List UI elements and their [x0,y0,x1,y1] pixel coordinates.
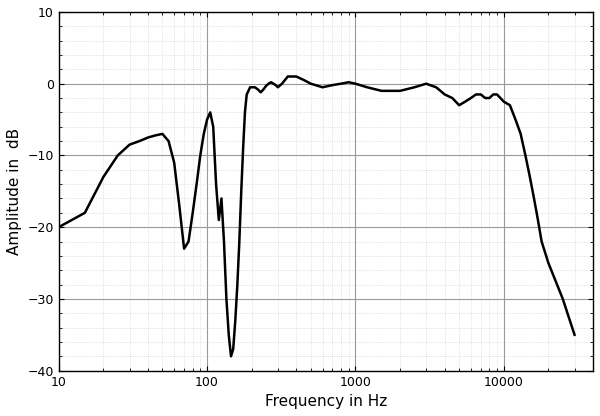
Y-axis label: Amplitude in  dB: Amplitude in dB [7,128,22,255]
X-axis label: Frequency in Hz: Frequency in Hz [265,394,387,409]
